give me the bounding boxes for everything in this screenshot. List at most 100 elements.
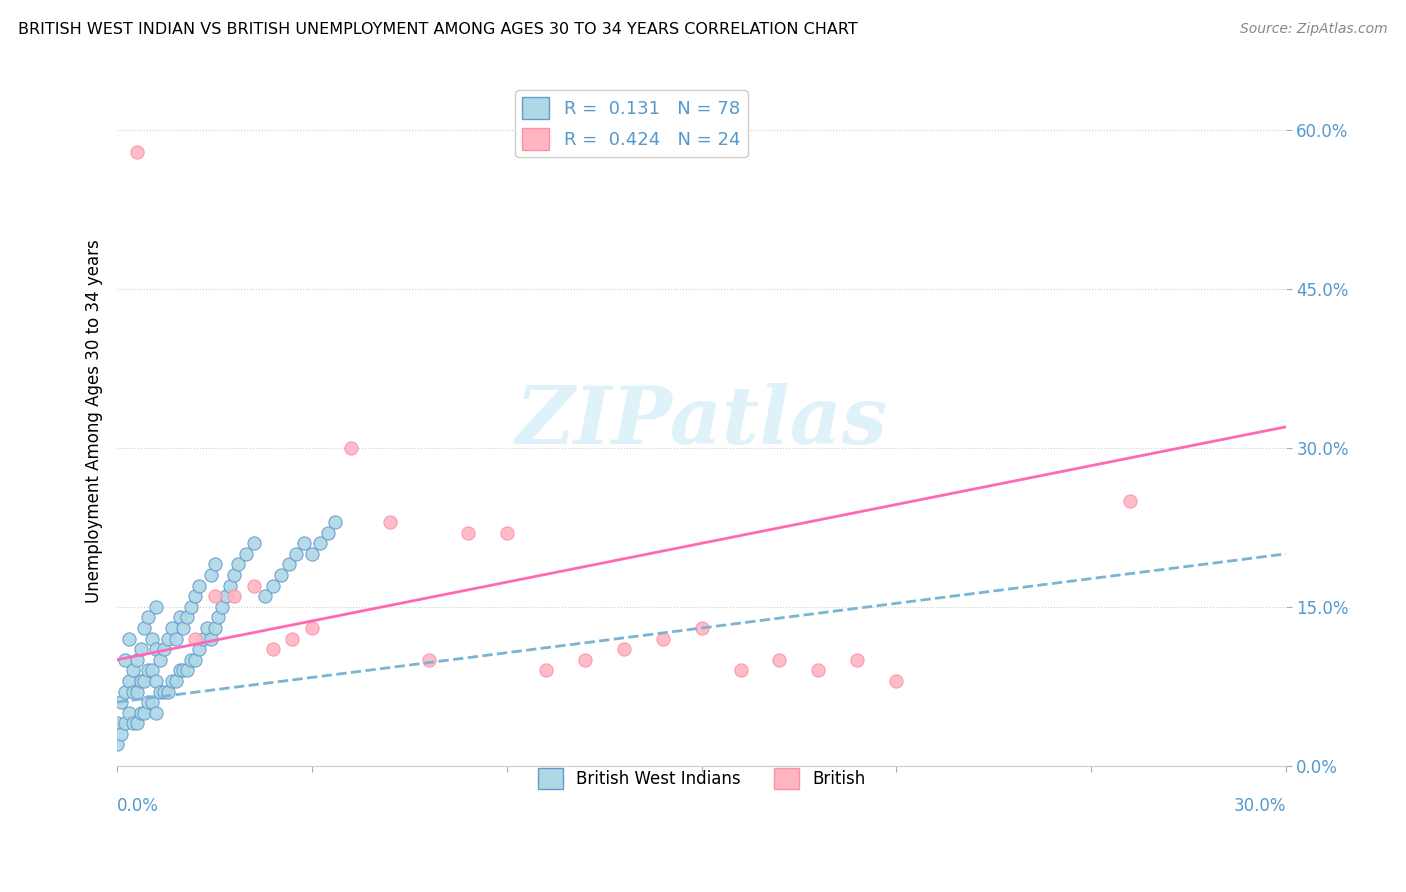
- Point: [118, 706, 141, 720]
- Text: 30.0%: 30.0%: [1233, 797, 1286, 814]
- Point: [285, 547, 308, 561]
- Point: [730, 664, 752, 678]
- Text: 0.0%: 0.0%: [117, 797, 159, 814]
- Point: [121, 664, 143, 678]
- Point: [145, 673, 167, 688]
- Point: [188, 642, 211, 657]
- Point: [191, 632, 214, 646]
- Point: [316, 525, 339, 540]
- Point: [200, 568, 222, 582]
- Point: [165, 632, 187, 646]
- Point: [149, 653, 172, 667]
- Point: [176, 610, 198, 624]
- Point: [204, 558, 226, 572]
- Text: BRITISH WEST INDIAN VS BRITISH UNEMPLOYMENT AMONG AGES 30 TO 34 YEARS CORRELATIO: BRITISH WEST INDIAN VS BRITISH UNEMPLOYM…: [18, 22, 858, 37]
- Point: [262, 579, 284, 593]
- Point: [242, 579, 264, 593]
- Point: [457, 525, 479, 540]
- Point: [281, 632, 304, 646]
- Point: [325, 515, 347, 529]
- Point: [768, 653, 790, 667]
- Point: [277, 558, 299, 572]
- Point: [574, 653, 596, 667]
- Point: [138, 664, 160, 678]
- Point: [105, 716, 128, 731]
- Point: [613, 642, 636, 657]
- Point: [219, 579, 242, 593]
- Point: [114, 653, 136, 667]
- Point: [118, 632, 141, 646]
- Point: [270, 568, 292, 582]
- Point: [301, 621, 323, 635]
- Point: [222, 568, 245, 582]
- Point: [418, 653, 440, 667]
- Point: [110, 695, 132, 709]
- Point: [846, 653, 869, 667]
- Point: [172, 664, 194, 678]
- Point: [651, 632, 673, 646]
- Point: [211, 599, 233, 614]
- Text: Source: ZipAtlas.com: Source: ZipAtlas.com: [1240, 22, 1388, 37]
- Point: [134, 706, 156, 720]
- Point: [169, 610, 191, 624]
- Point: [180, 653, 202, 667]
- Point: [378, 515, 401, 529]
- Point: [145, 642, 167, 657]
- Point: [254, 589, 277, 603]
- Point: [153, 684, 176, 698]
- Point: [180, 599, 202, 614]
- Legend: British West Indians, British: British West Indians, British: [531, 762, 872, 795]
- Y-axis label: Unemployment Among Ages 30 to 34 years: Unemployment Among Ages 30 to 34 years: [86, 240, 103, 603]
- Point: [110, 727, 132, 741]
- Point: [125, 684, 148, 698]
- Point: [235, 547, 257, 561]
- Point: [153, 642, 176, 657]
- Point: [138, 695, 160, 709]
- Point: [690, 621, 713, 635]
- Point: [125, 653, 148, 667]
- Point: [188, 579, 211, 593]
- Point: [149, 684, 172, 698]
- Point: [292, 536, 315, 550]
- Point: [207, 610, 229, 624]
- Point: [262, 642, 284, 657]
- Point: [172, 621, 194, 635]
- Point: [145, 706, 167, 720]
- Point: [134, 621, 156, 635]
- Point: [138, 610, 160, 624]
- Point: [129, 706, 152, 720]
- Point: [176, 664, 198, 678]
- Point: [160, 673, 183, 688]
- Point: [118, 673, 141, 688]
- Point: [114, 684, 136, 698]
- Point: [121, 684, 143, 698]
- Point: [184, 632, 207, 646]
- Point: [121, 716, 143, 731]
- Point: [141, 695, 163, 709]
- Point: [184, 653, 207, 667]
- Point: [807, 664, 830, 678]
- Text: ZIPatlas: ZIPatlas: [516, 383, 887, 460]
- Point: [301, 547, 323, 561]
- Point: [215, 589, 238, 603]
- Point: [141, 632, 163, 646]
- Point: [495, 525, 517, 540]
- Point: [1119, 494, 1142, 508]
- Point: [242, 536, 264, 550]
- Point: [534, 664, 557, 678]
- Point: [134, 673, 156, 688]
- Point: [222, 589, 245, 603]
- Point: [195, 621, 218, 635]
- Point: [160, 621, 183, 635]
- Point: [169, 664, 191, 678]
- Point: [226, 558, 249, 572]
- Point: [125, 145, 148, 159]
- Point: [141, 664, 163, 678]
- Point: [105, 738, 128, 752]
- Point: [165, 673, 187, 688]
- Point: [184, 589, 207, 603]
- Point: [145, 599, 167, 614]
- Point: [340, 441, 363, 455]
- Point: [204, 589, 226, 603]
- Point: [308, 536, 330, 550]
